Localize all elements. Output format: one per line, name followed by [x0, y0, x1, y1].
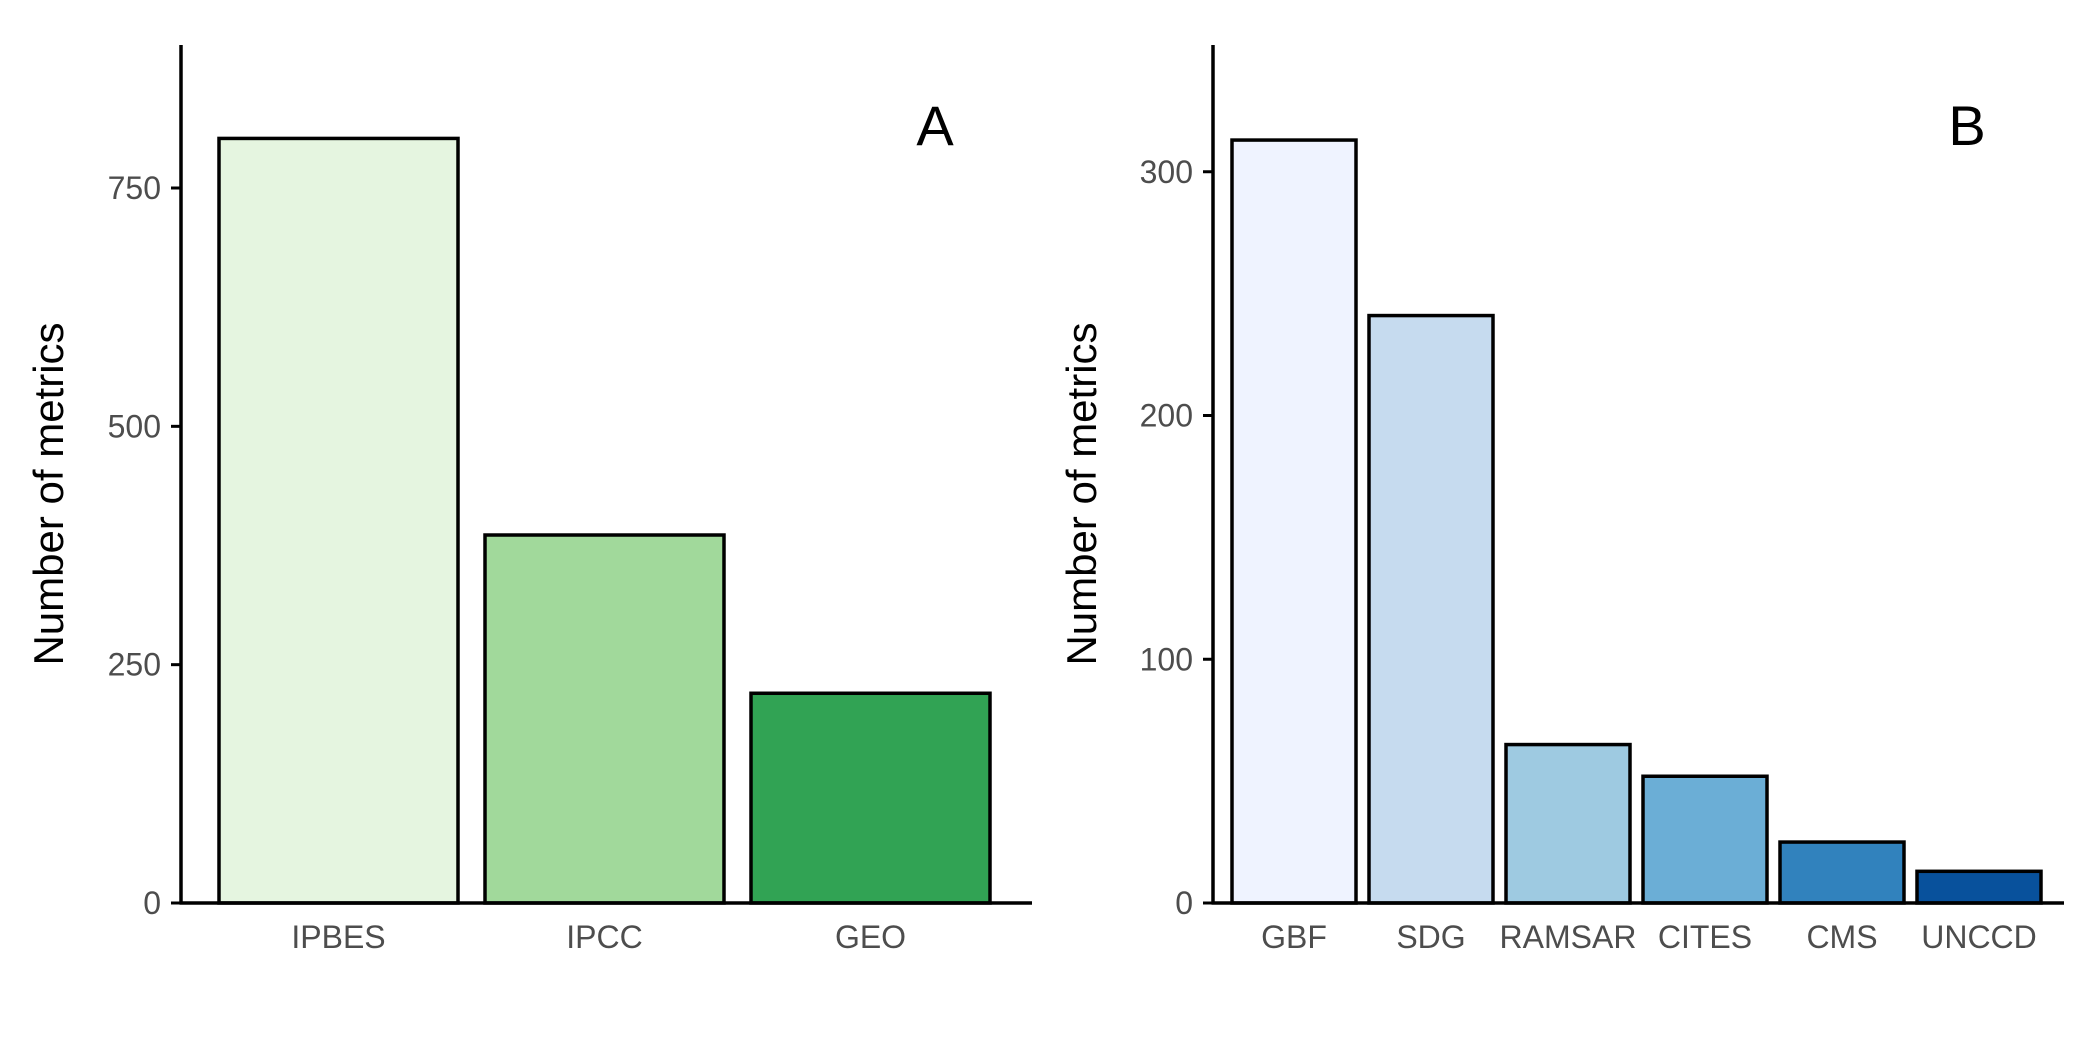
y-axis-title: Number of metrics	[25, 322, 72, 665]
x-tick-label-ipcc: IPCC	[566, 919, 642, 955]
chart-panel-a: IPBES IPCC GEO 0 250 500 750 Number of metrics A	[25, 45, 1032, 955]
y-tick-label: 250	[108, 647, 161, 683]
y-tick-label: 200	[1140, 398, 1193, 434]
bar-ipcc	[483, 533, 726, 905]
x-tick-label-unccd: UNCCD	[1921, 919, 2037, 955]
y-tick-label: 0	[1175, 885, 1193, 921]
bar-gbf	[1230, 138, 1358, 905]
y-tick-label: 500	[108, 408, 161, 444]
panel-label: B	[1948, 94, 1985, 157]
x-tick-label-cms: CMS	[1806, 919, 1877, 955]
bar-cites	[1641, 774, 1769, 905]
x-tick-label-ramsar: RAMSAR	[1500, 919, 1637, 955]
y-tick-label: 0	[143, 885, 161, 921]
bar-ramsar	[1504, 742, 1632, 905]
bar-sdg	[1367, 313, 1495, 905]
panel-label: A	[916, 94, 954, 157]
x-tick-label-ipbes: IPBES	[291, 919, 385, 955]
x-tick-label-cites: CITES	[1658, 919, 1752, 955]
bar-geo	[749, 691, 992, 905]
y-axis-title: Number of metrics	[1058, 322, 1105, 665]
chart-panel-b: GBF SDG RAMSAR CITES CMS UNCCD 0 100 200 300 Numbe…	[1058, 45, 2064, 955]
bar-cms	[1778, 840, 1906, 905]
bar-unccd	[1915, 869, 2043, 905]
y-tick-label: 300	[1140, 154, 1193, 190]
x-tick-label-geo: GEO	[835, 919, 906, 955]
y-tick-label: 750	[108, 170, 161, 206]
bar-ipbes	[217, 136, 460, 905]
x-tick-label-gbf: GBF	[1261, 919, 1327, 955]
x-tick-label-sdg: SDG	[1396, 919, 1465, 955]
y-tick-label: 100	[1140, 641, 1193, 677]
